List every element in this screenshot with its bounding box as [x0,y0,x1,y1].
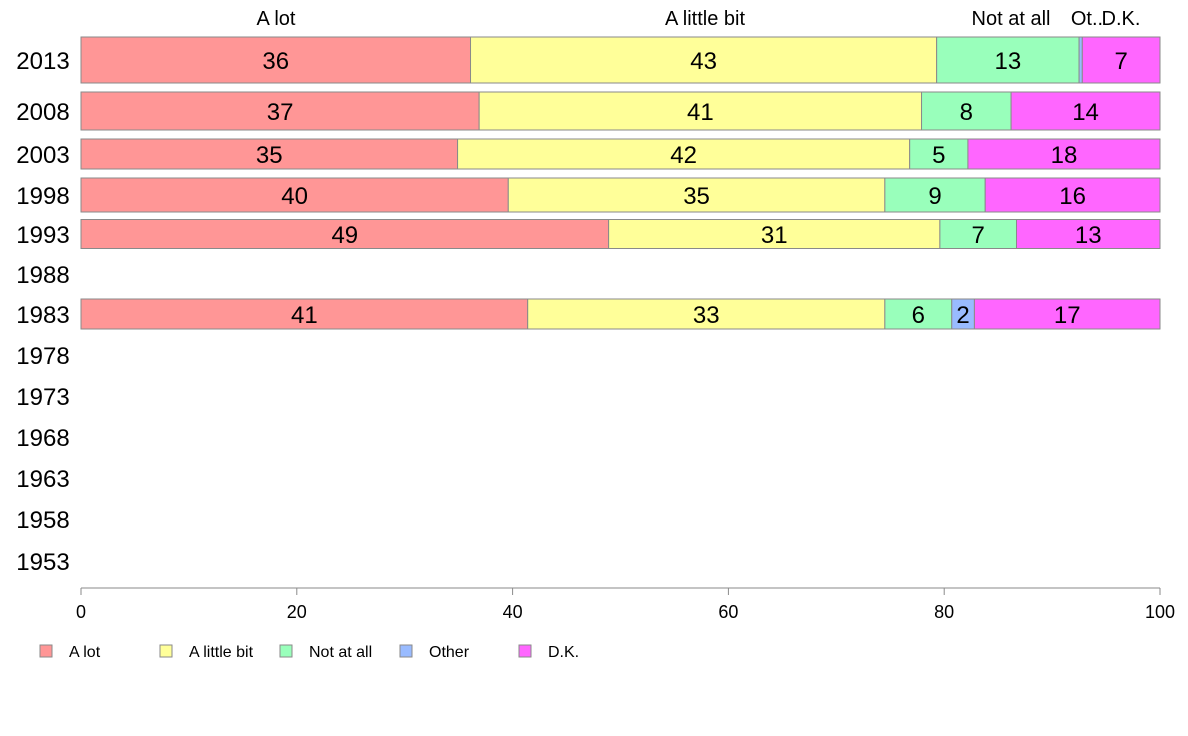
data-label-2003-d-k-: 18 [1051,142,1078,169]
data-label-1998-a-little-bit: 35 [683,183,710,210]
legend-label-d-k-: D.K. [548,644,579,661]
year-label-2013: 2013 [16,48,69,75]
data-label-1983-a-lot: 41 [291,302,318,329]
x-tick-label-0: 0 [76,602,86,622]
year-label-1968: 1968 [16,425,69,452]
bar-1998-d-k- [984,177,1161,213]
year-label-1973: 1973 [16,384,69,411]
year-label-1998: 1998 [16,183,69,210]
data-label-1998-not-at-all: 9 [928,183,941,210]
data-label-2013-d-k-: 7 [1114,48,1127,75]
data-label-2003-a-lot: 35 [256,142,283,169]
data-label-2013-a-lot: 36 [262,48,289,75]
legend: A lot A little bit Not at all Other D.K. [39,644,579,661]
legend-label-other: Other [429,644,470,661]
column-header-labels: A lot A little bit Not at all Ot..D.K. [257,8,1141,30]
bar-2003-not-at-all [909,138,969,170]
column-header-4: Ot.. [1071,8,1103,30]
bar-row-1998: 40 35 9 16 [80,177,1161,213]
year-label-1963: 1963 [16,466,69,493]
legend-swatch-d-k- [518,644,532,658]
bar-row-2013: 36 43 13 7 [80,36,1161,84]
data-label-2003-a-little-bit: 42 [670,142,697,169]
data-label-2008-a-little-bit: 41 [687,99,714,126]
data-label-2008-a-lot: 37 [267,99,294,126]
bar-1998-not-at-all [884,177,986,213]
bar-1993-not-at-all [939,219,1017,249]
data-label-2013-not-at-all: 13 [995,48,1022,75]
data-label-1993-not-at-all: 7 [972,222,985,249]
data-label-2008-d-k-: 14 [1072,99,1099,126]
year-label-1978: 1978 [16,343,69,370]
year-label-1953: 1953 [16,549,69,576]
x-tick-label-20: 20 [287,602,307,622]
bar-2003-d-k- [967,138,1161,170]
data-label-2013-a-little-bit: 43 [690,48,717,75]
bar-2013-a-lot [80,36,472,84]
year-label-1993: 1993 [16,222,69,249]
column-header-5: D.K. [1102,8,1141,30]
bar-1993-d-k- [1015,219,1161,249]
bar-2008-d-k- [1010,91,1161,131]
bar-1983-a-little-bit [527,298,886,330]
data-label-2008-not-at-all: 8 [960,99,973,126]
bar-row-1983: 41 33 6 2 17 [80,298,1161,330]
bar-2013-a-little-bit [470,36,938,84]
year-label-1983: 1983 [16,302,69,329]
x-tick-label-40: 40 [503,602,523,622]
bar-2013-d-k- [1081,36,1161,84]
x-tick-label-100: 100 [1145,602,1175,622]
x-tick-label-80: 80 [934,602,954,622]
data-label-1993-a-lot: 49 [331,222,358,249]
column-header-2: A little bit [665,8,745,30]
data-label-1983-not-at-all: 6 [912,302,925,329]
data-label-1983-d-k-: 17 [1054,302,1081,329]
year-label-2003: 2003 [16,142,69,169]
legend-swatch-a-lot [39,644,53,658]
legend-label-a-little-bit: A little bit [189,644,254,661]
data-label-1983-other: 2 [956,302,969,329]
data-label-1993-d-k-: 13 [1075,222,1102,249]
data-label-2003-not-at-all: 5 [932,142,945,169]
legend-swatch-a-little-bit [159,644,173,658]
column-header-3: Not at all [972,8,1051,30]
bar-row-2008: 37 41 8 14 [80,91,1161,131]
bar-2003-a-little-bit [457,138,911,170]
data-label-1993-a-little-bit: 31 [761,222,788,249]
bar-2003-a-lot [80,138,459,170]
bar-2008-not-at-all [921,91,1012,131]
bar-2008-a-lot [80,91,480,131]
column-header-1: A lot [257,8,296,30]
data-label-1998-d-k-: 16 [1059,183,1086,210]
bar-row-2003: 35 42 5 18 [80,138,1161,170]
bar-row-1993: 49 31 7 13 [80,219,1161,249]
year-axis-labels: 2013 2008 2003 1998 1993 1988 1983 1978 1973 1968… [16,48,69,576]
year-label-2008: 2008 [16,99,69,126]
legend-swatch-not-at-all [279,644,293,658]
bar-2008-a-little-bit [478,91,923,131]
bar-1993-a-little-bit [608,219,941,249]
legend-swatch-other [399,644,413,658]
bar-2013-not-at-all [936,36,1080,84]
year-label-1958: 1958 [16,507,69,534]
bar-1998-a-lot [80,177,509,213]
year-label-1988: 1988 [16,262,69,289]
x-tick-label-60: 60 [718,602,738,622]
legend-label-a-lot: A lot [69,644,101,661]
data-label-1983-a-little-bit: 33 [693,302,720,329]
bars: 36 43 13 7 37 41 8 14 35 42 5 18 40 35 9 16 49 31 7 13 41 33 6… [80,36,1161,330]
legend-label-not-at-all: Not at all [309,644,372,661]
bar-1998-a-little-bit [507,177,886,213]
x-axis: 0 20 40 60 80 100 [76,587,1175,622]
bar-1983-d-k- [973,298,1161,330]
data-label-1998-a-lot: 40 [281,183,308,210]
